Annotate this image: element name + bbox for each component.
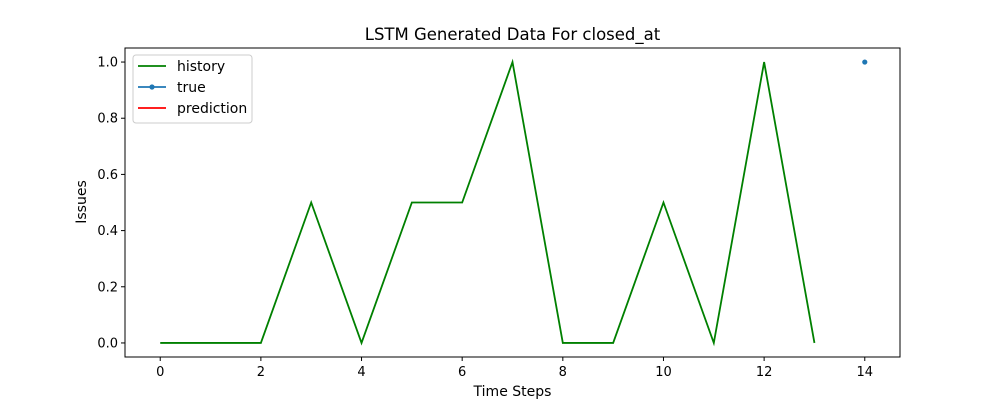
ticks: 0 2 4 6 8 10 12 14 0.0 0.2 0.4 0.6 0.8 1.0 <box>97 56 873 380</box>
legend-box <box>132 54 253 124</box>
plot-lines <box>160 58 868 347</box>
y-tick-label: 0.0 <box>97 336 118 351</box>
x-tick-label: 12 <box>756 365 773 380</box>
y-tick-label: 0.4 <box>97 224 118 239</box>
legend-label-history: history <box>177 59 225 75</box>
y-tick-label: 1.0 <box>97 56 118 71</box>
x-axis-label: Time Steps <box>473 384 552 400</box>
x-tick-label: 8 <box>559 365 567 380</box>
chart-title: LSTM Generated Data For closed_at <box>365 25 661 45</box>
y-tick-label: 0.2 <box>97 280 118 295</box>
y-tick-label: 0.6 <box>97 168 118 183</box>
plot-frame <box>124 47 901 358</box>
y-tick-label: 0.8 <box>97 112 118 127</box>
x-tick-label: 4 <box>357 365 365 380</box>
x-tick-label: 6 <box>458 365 466 380</box>
x-tick-label: 14 <box>856 365 873 380</box>
x-tick-label: 2 <box>257 365 265 380</box>
x-tick-label: 10 <box>655 365 672 380</box>
series-line-history <box>160 58 816 347</box>
legend-marker-true <box>149 84 155 90</box>
y-axis-label: Issues <box>74 180 90 224</box>
legend-label-true: true <box>177 80 206 96</box>
x-tick-label: 0 <box>156 365 164 380</box>
legend: history true prediction <box>132 54 253 124</box>
legend-label-prediction: prediction <box>177 101 247 117</box>
data-point-true <box>862 59 868 65</box>
